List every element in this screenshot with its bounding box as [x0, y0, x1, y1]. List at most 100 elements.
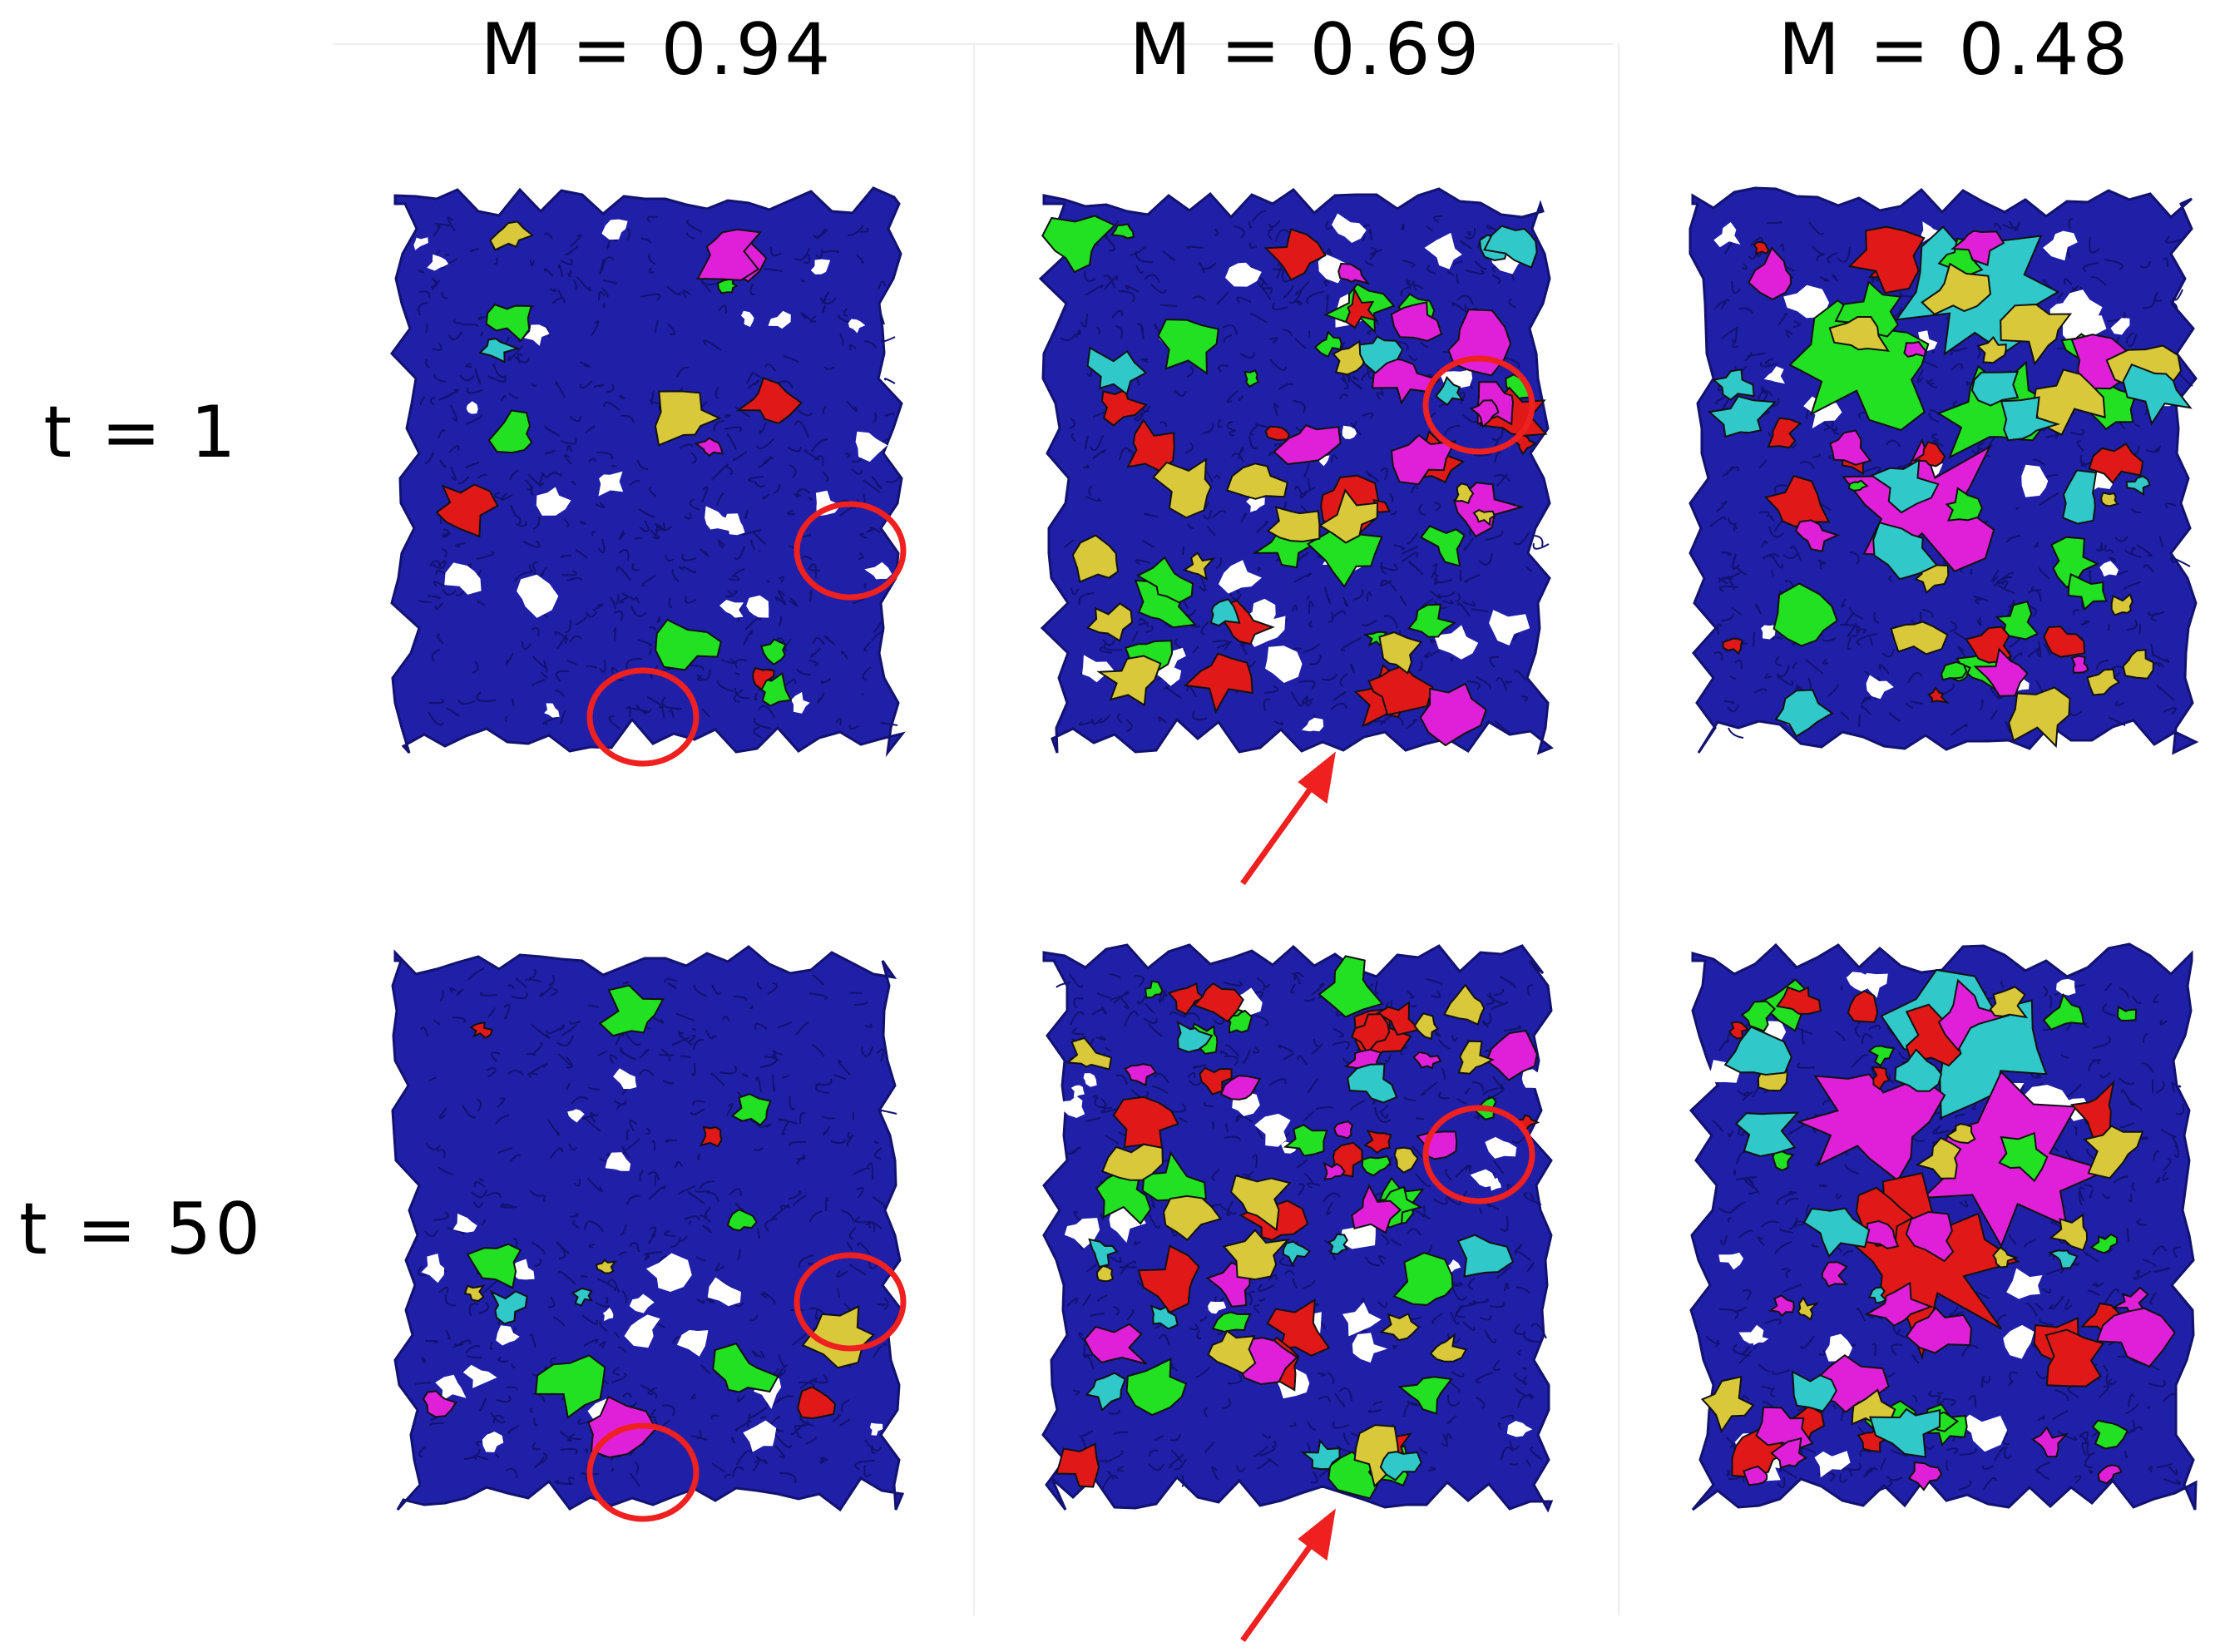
red-arrow-icon	[1240, 775, 1321, 886]
cluster-green	[1867, 1045, 1896, 1067]
pore-hole	[848, 319, 866, 334]
cluster-yellow	[1085, 602, 1134, 642]
pore-hole	[1489, 610, 1530, 645]
cluster-cyan	[1894, 1048, 1942, 1092]
cluster-green	[1998, 1131, 2049, 1183]
pore-hole	[1825, 1333, 1853, 1362]
pore-hole	[1340, 1224, 1376, 1249]
cluster-green	[1157, 319, 1219, 375]
cluster-yellow	[463, 1284, 486, 1303]
cluster-green	[2067, 572, 2108, 611]
cluster-green	[2042, 992, 2085, 1031]
pore-hole	[444, 562, 482, 595]
cluster-magenta	[1973, 647, 2029, 697]
cluster-cyan	[1209, 598, 1241, 627]
pore-hole	[1083, 1073, 1097, 1087]
cluster-cyan	[1456, 1234, 1515, 1278]
pore-hole	[1058, 1096, 1085, 1118]
cluster-cyan	[2000, 396, 2061, 442]
panel-m048-t1	[1684, 171, 2213, 778]
cluster-cyan	[2048, 1249, 2079, 1269]
cluster-yellow	[1989, 986, 2029, 1019]
cluster-magenta	[1337, 262, 1371, 285]
cluster-magenta	[1124, 1063, 1158, 1087]
cluster-green	[535, 1354, 606, 1419]
cluster-yellow	[1457, 1040, 1496, 1075]
cluster-magenta	[1486, 1030, 1538, 1081]
pore-hole	[1814, 1451, 1851, 1478]
cluster-yellow	[2110, 592, 2133, 616]
cluster-yellow	[1182, 551, 1216, 581]
cluster-green	[1397, 1376, 1453, 1415]
pore-hole	[1254, 1113, 1291, 1147]
cluster-red	[1363, 1130, 1392, 1155]
pore-hole	[603, 1307, 614, 1322]
cluster-red	[1767, 417, 1802, 449]
cluster-red	[1775, 986, 1822, 1015]
cluster-magenta	[2095, 1307, 2176, 1368]
pore-hole	[768, 310, 791, 329]
cluster-green	[1041, 215, 1116, 274]
pore-hole	[1219, 560, 1262, 594]
cluster-green	[1313, 330, 1342, 359]
cluster-red	[735, 377, 803, 425]
cluster-magenta	[1419, 682, 1487, 747]
cluster-magenta	[1351, 1184, 1402, 1234]
cluster-yellow	[1945, 1123, 1976, 1145]
cluster-magenta	[1796, 1073, 1946, 1182]
cluster-yellow	[1095, 1264, 1115, 1283]
cluster-magenta	[696, 228, 762, 281]
cluster-yellow	[1065, 1036, 1113, 1071]
cluster-cyan	[1868, 1286, 1888, 1304]
pore-hole	[1265, 645, 1303, 683]
pore-hole	[1208, 1301, 1227, 1314]
column-title-m048: M = 0.48	[1777, 8, 2132, 92]
pore-hole	[1960, 1414, 2008, 1452]
pore-hole	[482, 1432, 504, 1452]
pore-hole	[1506, 1421, 1533, 1437]
cluster-yellow	[2008, 686, 2071, 749]
cluster-red	[1199, 1066, 1233, 1096]
cluster-cyan	[1086, 346, 1148, 396]
cluster-red	[435, 483, 499, 538]
cluster-green	[2050, 536, 2099, 589]
cluster-green	[1306, 517, 1383, 588]
cluster-cyan	[477, 338, 521, 364]
cluster-yellow	[1163, 1194, 1223, 1241]
cluster-cyan	[1970, 370, 2020, 407]
cluster-cyan	[1723, 1026, 1792, 1076]
cluster-magenta	[1905, 1210, 1955, 1263]
frame-line-mid	[973, 43, 975, 1615]
cluster-cyan	[1869, 1407, 1941, 1458]
cluster-yellow	[1318, 488, 1379, 544]
cluster-cyan	[2122, 363, 2193, 426]
cluster-red	[699, 1125, 723, 1148]
pore-hole	[1718, 1252, 1744, 1270]
cluster-yellow	[1413, 1012, 1439, 1041]
cluster-yellow	[1222, 1229, 1291, 1281]
pore-hole	[1352, 1333, 1388, 1363]
cluster-yellow	[1915, 1136, 1962, 1180]
cluster-yellow	[1429, 1333, 1468, 1363]
cluster-magenta	[1821, 1261, 1848, 1288]
cluster-magenta	[1768, 1294, 1795, 1318]
pore-hole	[2110, 318, 2130, 335]
pore-hole	[1738, 1324, 1764, 1344]
cluster-cyan	[2125, 475, 2151, 497]
cluster-cyan	[1347, 1063, 1398, 1104]
cluster-green	[1110, 223, 1135, 240]
cluster-cyan	[2061, 469, 2098, 525]
cluster-green	[2116, 1005, 2138, 1022]
cluster-green	[1419, 525, 1466, 567]
pore-hole	[855, 431, 887, 462]
cluster-red	[1927, 686, 1950, 704]
pore-hole	[421, 1254, 445, 1284]
cluster-magenta	[1083, 1323, 1148, 1365]
pore-hole	[2003, 1324, 2035, 1359]
pore-hole	[517, 574, 559, 618]
cluster-cyan	[1088, 1238, 1119, 1269]
pore-hole	[2056, 978, 2076, 996]
pore-hole	[605, 1152, 631, 1171]
pore-hole	[719, 600, 744, 618]
cluster-green	[1392, 1252, 1454, 1306]
